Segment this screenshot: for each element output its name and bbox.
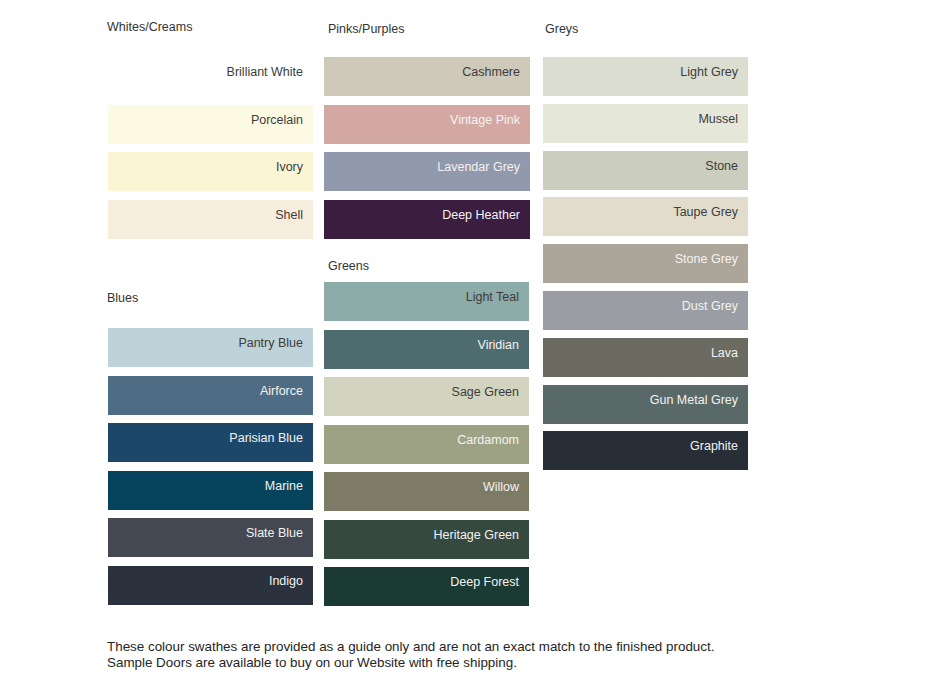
section-title-pinks-purples: Pinks/Purples — [328, 22, 404, 36]
section-title-greens: Greens — [328, 259, 369, 273]
colour-swatch: Airforce — [108, 376, 313, 415]
colour-swatch-label: Deep Forest — [450, 575, 519, 589]
colour-swatch-label: Taupe Grey — [673, 205, 738, 219]
colour-swatch-label: Vintage Pink — [450, 113, 520, 127]
colour-swatch: Willow — [324, 472, 529, 511]
colour-swatch-label: Ivory — [276, 160, 303, 174]
colour-swatch-label: Lava — [711, 346, 738, 360]
swatch-list-greys: Light Grey Mussel Stone Taupe Grey Stone Gre… — [543, 57, 748, 470]
swatch-list-greens: Light Teal Viridian Sage Green Cardamom Will… — [324, 282, 529, 606]
colour-swatch-label: Parisian Blue — [229, 431, 303, 445]
colour-swatch-label: Sage Green — [452, 385, 519, 399]
colour-swatch: Indigo — [108, 566, 313, 605]
colour-swatch-label: Light Teal — [466, 290, 519, 304]
colour-swatch: Taupe Grey — [543, 197, 748, 236]
colour-swatch-label: Gun Metal Grey — [650, 393, 738, 407]
colour-swatch-label: Light Grey — [680, 65, 738, 79]
colour-swatch: Pantry Blue — [108, 328, 313, 367]
colour-swatch: Viridian — [324, 330, 529, 369]
colour-swatch: Brilliant White — [108, 57, 313, 96]
colour-swatch: Shell — [108, 200, 313, 239]
colour-swatch: Light Grey — [543, 57, 748, 96]
swatch-list-pinks-purples: Cashmere Vintage Pink Lavendar Grey Deep He… — [324, 57, 530, 239]
colour-swatch-label: Shell — [275, 208, 303, 222]
section-title-greys: Greys — [545, 22, 578, 36]
colour-swatch: Lavendar Grey — [324, 152, 530, 191]
colour-swatch-label: Cashmere — [462, 65, 520, 79]
colour-swatch: Cardamom — [324, 425, 529, 464]
colour-swatch: Slate Blue — [108, 518, 313, 557]
colour-swatch-label: Cardamom — [457, 433, 519, 447]
colour-swatch-label: Heritage Green — [434, 528, 519, 542]
colour-swatch: Cashmere — [324, 57, 530, 96]
disclaimer-text: These colour swathes are provided as a g… — [107, 639, 755, 670]
colour-swatch: Deep Forest — [324, 567, 529, 606]
colour-swatch-label: Slate Blue — [246, 526, 303, 540]
colour-swatch: Dust Grey — [543, 291, 748, 330]
colour-swatch-label: Deep Heather — [442, 208, 520, 222]
colour-chart-page: Whites/Creams Brilliant White Porcelain Iv… — [0, 0, 933, 700]
swatch-list-whites-creams: Brilliant White Porcelain Ivory Shell — [108, 57, 313, 239]
colour-swatch: Sage Green — [324, 377, 529, 416]
colour-swatch-label: Marine — [265, 479, 303, 493]
colour-swatch: Vintage Pink — [324, 105, 530, 144]
swatch-list-blues: Pantry Blue Airforce Parisian Blue Marine Sl… — [108, 328, 313, 605]
colour-swatch-label: Indigo — [269, 574, 303, 588]
colour-swatch: Marine — [108, 471, 313, 510]
colour-swatch: Porcelain — [108, 105, 313, 144]
colour-swatch-label: Brilliant White — [227, 65, 303, 79]
colour-swatch: Parisian Blue — [108, 423, 313, 462]
section-title-blues: Blues — [107, 291, 138, 305]
colour-swatch-label: Dust Grey — [682, 299, 738, 313]
colour-swatch: Lava — [543, 338, 748, 377]
colour-swatch: Light Teal — [324, 282, 529, 321]
colour-swatch: Deep Heather — [324, 200, 530, 239]
colour-swatch-label: Stone Grey — [675, 252, 738, 266]
section-title-whites-creams: Whites/Creams — [107, 20, 192, 34]
colour-swatch-label: Lavendar Grey — [437, 160, 520, 174]
colour-swatch: Gun Metal Grey — [543, 385, 748, 424]
colour-swatch-label: Airforce — [260, 384, 303, 398]
colour-swatch-label: Willow — [483, 480, 519, 494]
colour-swatch: Mussel — [543, 104, 748, 143]
colour-swatch: Heritage Green — [324, 520, 529, 559]
colour-swatch: Stone Grey — [543, 244, 748, 283]
colour-swatch-label: Mussel — [698, 112, 738, 126]
colour-swatch-label: Stone — [705, 159, 738, 173]
colour-swatch: Graphite — [543, 431, 748, 470]
colour-swatch-label: Porcelain — [251, 113, 303, 127]
colour-swatch: Stone — [543, 151, 748, 190]
colour-swatch: Ivory — [108, 152, 313, 191]
colour-swatch-label: Viridian — [478, 338, 519, 352]
colour-swatch-label: Pantry Blue — [238, 336, 303, 350]
colour-swatch-label: Graphite — [690, 439, 738, 453]
